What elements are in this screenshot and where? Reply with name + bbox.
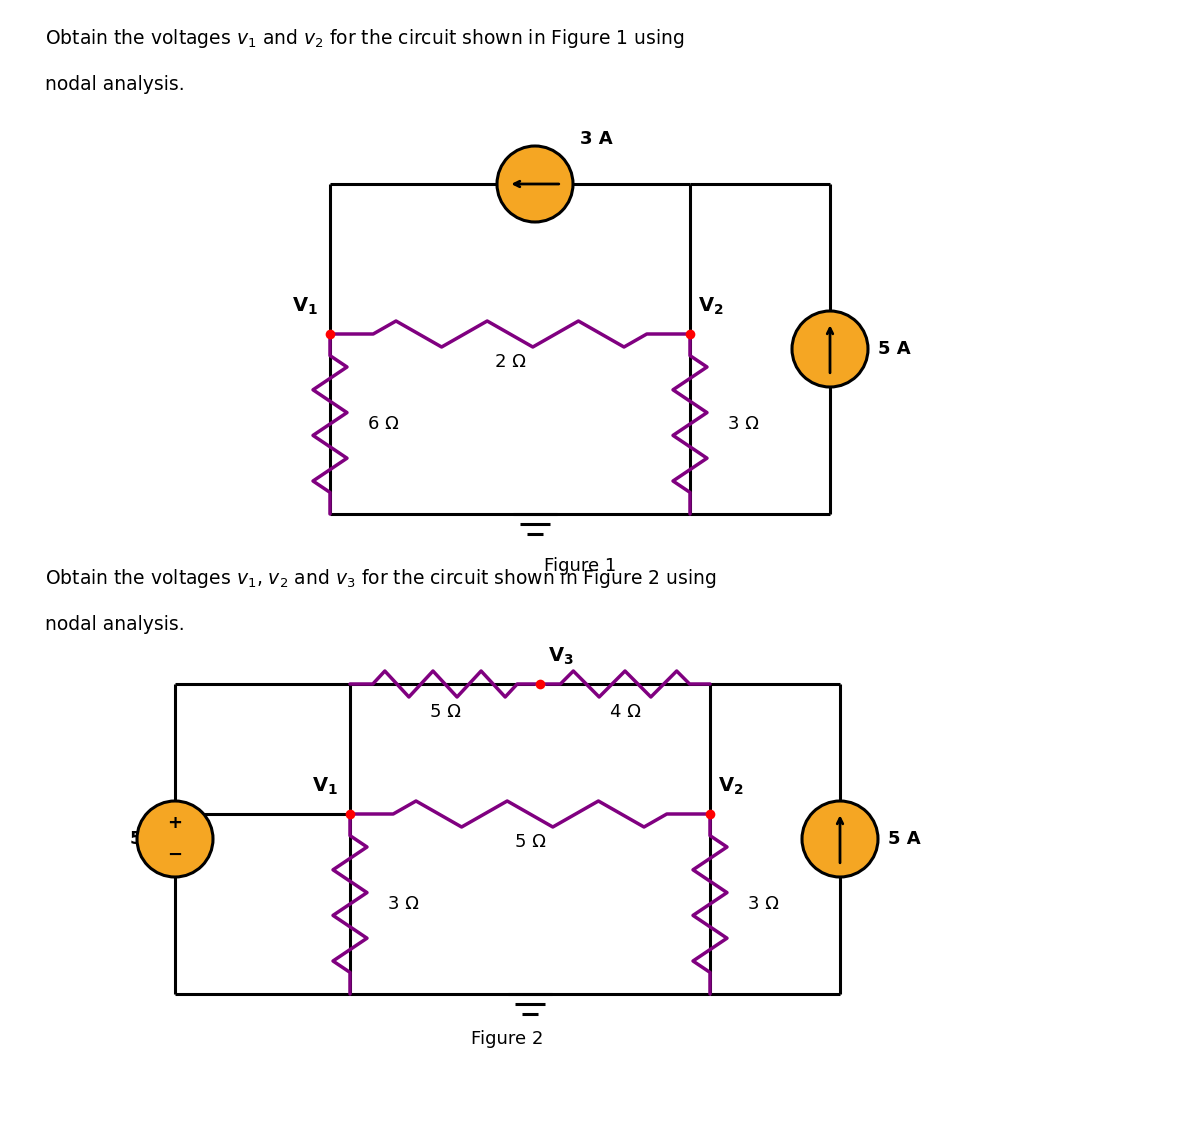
- Circle shape: [792, 311, 868, 387]
- Text: Obtain the voltages $v_1$, $v_2$ and $v_3$ for the circuit shown in Figure 2 usi: Obtain the voltages $v_1$, $v_2$ and $v_…: [46, 567, 716, 591]
- Text: 3 Ω: 3 Ω: [728, 415, 758, 433]
- Text: $\mathbf{V_3}$: $\mathbf{V_3}$: [548, 645, 574, 667]
- Text: Obtain the voltages $v_1$ and $v_2$ for the circuit shown in Figure 1 using: Obtain the voltages $v_1$ and $v_2$ for …: [46, 27, 685, 51]
- Text: 6 Ω: 6 Ω: [368, 415, 398, 433]
- Text: 3 Ω: 3 Ω: [748, 895, 779, 913]
- Text: +: +: [168, 814, 182, 832]
- Text: 5 V: 5 V: [131, 830, 163, 848]
- Text: nodal analysis.: nodal analysis.: [46, 615, 185, 634]
- Text: 4 Ω: 4 Ω: [610, 703, 641, 721]
- Circle shape: [802, 801, 878, 877]
- Text: $\mathbf{V_1}$: $\mathbf{V_1}$: [312, 776, 338, 797]
- Text: $\mathbf{V_2}$: $\mathbf{V_2}$: [718, 776, 744, 797]
- Text: −: −: [168, 846, 182, 864]
- Text: nodal analysis.: nodal analysis.: [46, 75, 185, 93]
- Text: 5 Ω: 5 Ω: [430, 703, 461, 721]
- Text: $\mathbf{V_2}$: $\mathbf{V_2}$: [698, 295, 724, 316]
- Text: 5 A: 5 A: [888, 830, 920, 848]
- Text: 5 A: 5 A: [878, 340, 911, 358]
- Text: 5 Ω: 5 Ω: [515, 833, 546, 850]
- Text: Figure 1: Figure 1: [544, 557, 616, 575]
- Text: Figure 2: Figure 2: [472, 1030, 544, 1048]
- Text: 2 Ω: 2 Ω: [494, 353, 526, 371]
- Text: 3 A: 3 A: [580, 130, 613, 149]
- Text: 3 Ω: 3 Ω: [388, 895, 419, 913]
- Text: $\mathbf{V_1}$: $\mathbf{V_1}$: [292, 295, 318, 316]
- Circle shape: [137, 801, 214, 877]
- Circle shape: [497, 146, 574, 222]
